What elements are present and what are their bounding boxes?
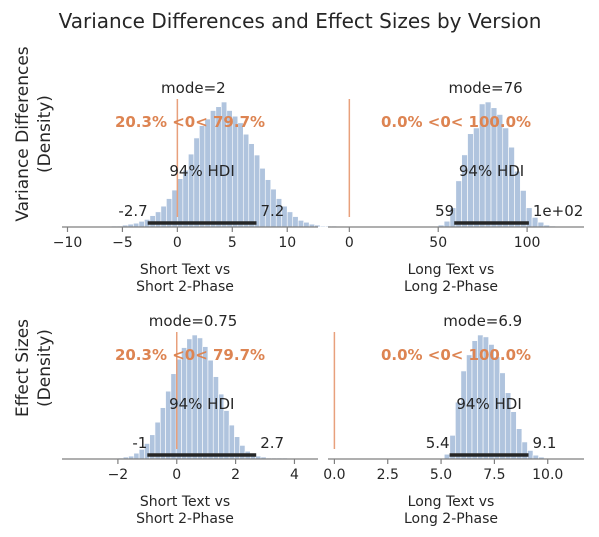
- histogram-bar: [223, 410, 230, 460]
- panel-2: mode=76 0.0% <0< 100.0% 94% HDI 59 1e+02 0 50 1…: [328, 79, 584, 295]
- x-tick-label: 4: [290, 467, 299, 483]
- x-axis-label: Short Text vs: [140, 262, 230, 278]
- histogram-bar: [292, 216, 299, 228]
- x-tick-label: 5: [228, 235, 237, 251]
- x-tick-label: 50: [429, 235, 447, 251]
- mode-label: mode=2: [161, 79, 226, 97]
- x-tick-label: −2: [108, 467, 129, 483]
- hdi-upper-label: 7.2: [260, 202, 284, 220]
- histogram-bar: [286, 211, 294, 228]
- x-tick-label: 2.5: [377, 467, 399, 483]
- x-tick-label: −5: [112, 235, 133, 251]
- histogram-bar: [177, 178, 184, 228]
- reference-label: 0.0% <0< 100.0%: [381, 346, 531, 364]
- row-label-line: Variance Differences: [13, 46, 33, 221]
- hdi-label: 94% HDI: [169, 162, 234, 180]
- reference-label: 0.0% <0< 100.0%: [381, 113, 531, 131]
- histogram-bar: [297, 220, 305, 228]
- row-labels: Variance Differences (Density)Effect Size…: [13, 46, 55, 417]
- row-label-2: Effect Sizes (Density): [13, 319, 55, 417]
- histogram-bar: [159, 407, 166, 460]
- x-tick-label: 7.5: [483, 467, 505, 483]
- histogram-bar: [133, 452, 140, 460]
- histogram-bar: [170, 373, 177, 460]
- row-label-line: (Density): [35, 329, 55, 407]
- histogram-bar: [443, 453, 451, 460]
- x-tick-label: −10: [53, 235, 83, 251]
- x-tick-label: 0: [345, 235, 354, 251]
- x-tick-label: 2: [231, 467, 240, 483]
- histogram-bar: [242, 133, 250, 228]
- histogram-bar: [443, 220, 451, 228]
- histogram-bar: [499, 372, 506, 460]
- x-axis-label: Short Text vs: [140, 494, 230, 510]
- x-tick-label: 5.0: [430, 467, 452, 483]
- panel-1: mode=2 20.3% <0< 79.7% 94% HDI -2.7 7.2 −10 −5…: [53, 79, 337, 295]
- hdi-lower-label: 5.4: [426, 434, 450, 452]
- x-tick-label: 0: [172, 467, 181, 483]
- hdi-label: 94% HDI: [169, 395, 234, 413]
- row-label-line: Effect Sizes: [13, 319, 33, 417]
- histogram-bar: [253, 154, 261, 228]
- row-label-line: (Density): [35, 95, 55, 173]
- hdi-lower-label: -1: [132, 434, 147, 452]
- x-axis-label: Long Text vs: [408, 262, 495, 278]
- panels: mode=2 20.3% <0< 79.7% 94% HDI -2.7 7.2 −10 −5…: [53, 79, 584, 527]
- histogram-bar: [460, 370, 467, 460]
- x-tick-label: 0.0: [323, 467, 345, 483]
- histogram-bar: [508, 146, 515, 228]
- x-tick-label: 0: [173, 235, 182, 251]
- histogram-bar: [193, 137, 200, 228]
- histogram-bar: [212, 376, 219, 460]
- x-tick-label: 10: [278, 235, 296, 251]
- histogram-bar: [303, 221, 310, 228]
- histogram-bar: [138, 221, 145, 228]
- histogram-bar: [537, 221, 545, 228]
- reference-label: 20.3% <0< 79.7%: [115, 346, 265, 364]
- x-tick-label: 100: [514, 235, 541, 251]
- hdi-label: 94% HDI: [459, 162, 524, 180]
- x-axis-label: Short 2-Phase: [136, 279, 234, 295]
- histogram-bar: [248, 143, 255, 228]
- hdi-lower-label: 59: [435, 202, 454, 220]
- mode-label: mode=76: [448, 79, 522, 97]
- histogram-bar: [239, 445, 246, 460]
- panel-3: mode=0.75 20.3% <0< 79.7% 94% HDI -1 2.7 −2 0 2…: [62, 312, 318, 527]
- panel-4: mode=6.9 0.0% <0< 100.0% 94% HDI 5.4 9.1 0.0 2…: [323, 312, 584, 527]
- histogram-bar: [455, 180, 462, 228]
- hdi-upper-label: 9.1: [533, 434, 557, 452]
- hdi-upper-label: 1e+02: [533, 202, 583, 220]
- reference-label: 20.3% <0< 79.7%: [115, 113, 265, 131]
- histogram-bar: [467, 133, 474, 228]
- histogram-bar: [510, 411, 517, 460]
- x-axis-label: Long 2-Phase: [404, 511, 498, 527]
- mode-label: mode=6.9: [443, 312, 522, 330]
- hdi-upper-label: 2.7: [260, 434, 284, 452]
- mode-label: mode=0.75: [149, 312, 238, 330]
- row-label-1: Variance Differences (Density): [13, 46, 55, 221]
- histogram-bar: [237, 122, 244, 228]
- figure-title: Variance Differences and Effect Sizes by…: [59, 9, 542, 33]
- x-axis-label: Short 2-Phase: [136, 511, 234, 527]
- x-tick-label: 10.0: [532, 467, 563, 483]
- x-axis-label: Long Text vs: [408, 494, 495, 510]
- hdi-lower-label: -2.7: [118, 202, 147, 220]
- x-axis-label: Long 2-Phase: [404, 279, 498, 295]
- hdi-label: 94% HDI: [456, 395, 521, 413]
- histogram-bar: [319, 225, 326, 228]
